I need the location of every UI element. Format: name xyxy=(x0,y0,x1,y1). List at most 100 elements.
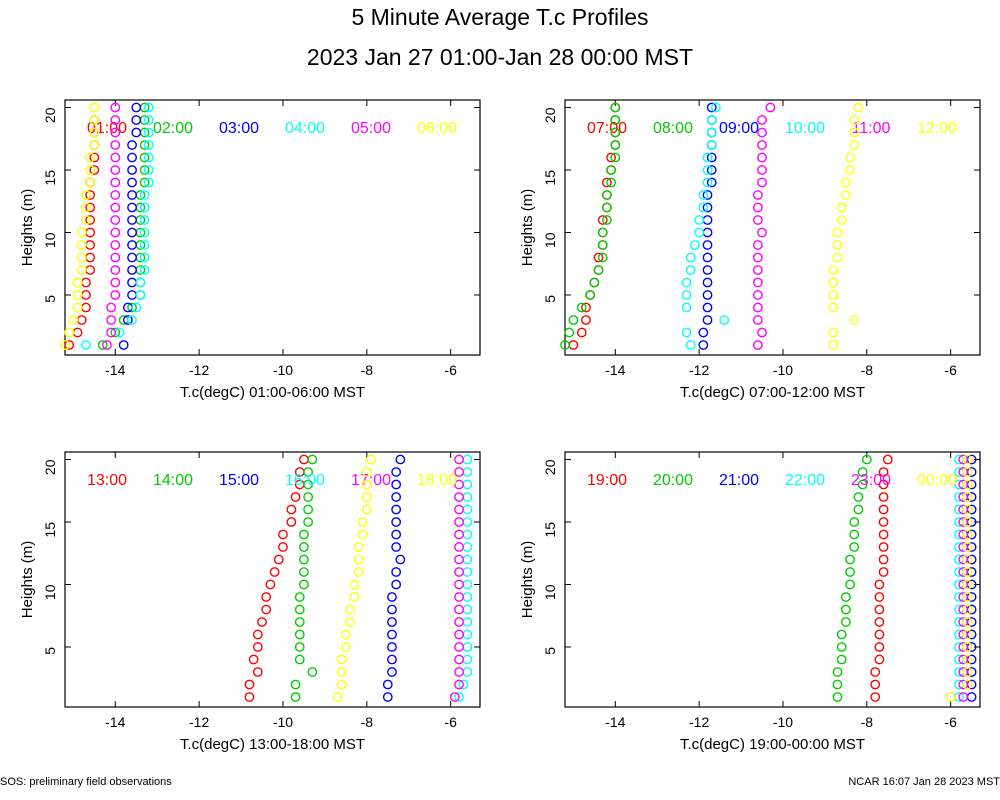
data-point xyxy=(840,592,851,602)
data-point xyxy=(366,454,376,465)
data-point xyxy=(110,265,121,275)
data-point xyxy=(454,554,464,565)
data-point xyxy=(299,529,309,540)
data-point xyxy=(81,290,91,300)
data-point xyxy=(966,692,977,702)
data-point xyxy=(106,327,117,338)
data-point xyxy=(89,127,100,138)
data-point xyxy=(294,617,305,627)
data-point xyxy=(131,302,142,313)
data-point xyxy=(706,140,717,150)
data-point xyxy=(962,592,973,602)
data-point xyxy=(454,679,464,690)
data-point xyxy=(962,479,973,490)
data-point xyxy=(462,592,473,602)
data-point xyxy=(698,327,709,338)
data-point xyxy=(286,517,297,527)
x-tick-label: -12 xyxy=(689,714,709,730)
data-point xyxy=(958,479,969,490)
data-point xyxy=(685,265,696,275)
data-point xyxy=(85,227,96,238)
data-point xyxy=(72,290,83,300)
data-point xyxy=(870,692,881,702)
data-point xyxy=(962,467,973,477)
legend-label: 12:00 xyxy=(917,120,957,137)
data-point xyxy=(127,165,137,175)
data-point xyxy=(81,190,91,200)
data-point xyxy=(127,140,137,150)
legend-label: 18:00 xyxy=(417,472,457,489)
data-point xyxy=(702,215,713,225)
data-point xyxy=(832,667,843,677)
series-0900 xyxy=(698,102,717,350)
data-point xyxy=(845,554,855,565)
data-point xyxy=(828,302,839,313)
x-tick-label: -14 xyxy=(105,714,125,730)
legend-label: 13:00 xyxy=(87,472,127,489)
data-point xyxy=(294,592,305,602)
data-point xyxy=(845,152,855,163)
data-point xyxy=(752,302,763,313)
data-point xyxy=(878,479,889,490)
y-axis-label: Heights (m) xyxy=(519,541,536,619)
data-point xyxy=(81,277,91,288)
legend-label: 00:00 xyxy=(917,472,957,489)
data-point xyxy=(387,629,397,640)
data-point xyxy=(685,252,696,263)
data-point xyxy=(454,642,464,652)
x-tick-label: -6 xyxy=(944,362,957,378)
data-point xyxy=(81,215,91,225)
data-point xyxy=(878,517,889,527)
data-point xyxy=(454,592,464,602)
data-point xyxy=(332,692,343,702)
data-point xyxy=(303,467,314,477)
data-point xyxy=(581,302,591,313)
data-point xyxy=(106,302,117,313)
data-point xyxy=(135,277,146,288)
data-point xyxy=(698,340,709,350)
data-point xyxy=(307,667,318,677)
data-point xyxy=(765,102,776,113)
x-tick-label: -6 xyxy=(444,362,457,378)
data-point xyxy=(361,504,372,515)
data-point xyxy=(391,504,402,515)
data-point xyxy=(874,629,885,640)
data-point xyxy=(702,240,713,250)
data-point xyxy=(81,202,91,213)
data-point xyxy=(962,554,973,565)
data-point xyxy=(454,479,464,490)
data-point xyxy=(265,579,276,590)
data-point xyxy=(757,127,767,138)
data-point xyxy=(382,692,393,702)
legend-label: 23:00 xyxy=(851,472,891,489)
data-point xyxy=(299,579,309,590)
data-point xyxy=(828,290,839,300)
data-point xyxy=(878,492,889,502)
data-point xyxy=(454,454,464,465)
series-1900 xyxy=(870,454,893,702)
x-tick-label: -12 xyxy=(689,362,709,378)
data-point xyxy=(127,240,137,250)
x-tick-label: -10 xyxy=(773,714,793,730)
legend-label: 09:00 xyxy=(719,120,759,137)
data-point xyxy=(606,152,617,163)
panel-3: -14 -12 -10 -8 -6 5 10 15 20 T.c(degC) 13:00-18:0… xyxy=(19,451,481,753)
data-point xyxy=(832,252,843,263)
data-point xyxy=(958,567,969,577)
data-point xyxy=(462,517,473,527)
data-point xyxy=(706,127,717,138)
plot-frame xyxy=(564,99,981,356)
data-point xyxy=(387,604,397,615)
data-point xyxy=(752,240,763,250)
data-point xyxy=(303,479,314,490)
data-point xyxy=(757,227,767,238)
series-0200 xyxy=(97,102,150,350)
data-point xyxy=(593,252,604,263)
data-point xyxy=(139,227,150,238)
data-point xyxy=(849,115,860,125)
data-point xyxy=(857,479,868,490)
data-point xyxy=(462,492,473,502)
data-point xyxy=(870,679,881,690)
data-point xyxy=(106,315,117,325)
data-point xyxy=(836,629,847,640)
